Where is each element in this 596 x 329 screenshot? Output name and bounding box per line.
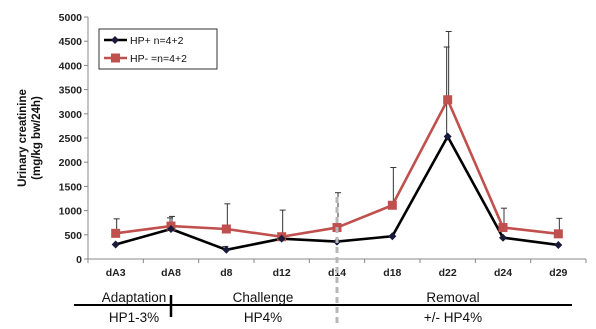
data-point-hp-plus [277, 234, 286, 243]
y-tick-label: 3500 [59, 85, 83, 97]
legend-label-hp-plus: HP+ n=4+2 [130, 35, 184, 47]
x-tick-label: d22 [439, 267, 457, 279]
legend-swatch-marker-hp-minus [111, 53, 120, 63]
y-tick-label: 500 [64, 230, 82, 242]
y-axis-label-line: (mg/kg bw/24h) [31, 96, 43, 180]
y-tick-label: 2500 [59, 133, 83, 145]
data-point-hp-plus [443, 132, 452, 141]
y-tick-label: 2000 [59, 157, 83, 169]
y-tick-label: 0 [76, 254, 82, 266]
phase-name: Removal [426, 290, 479, 305]
y-tick-label: 4000 [59, 60, 83, 72]
data-point-hp-plus [388, 232, 397, 241]
data-point-hp-minus [443, 95, 453, 105]
x-tick-label: dA3 [106, 267, 126, 279]
y-tick-label: 5000 [59, 12, 83, 24]
data-point-hp-plus [167, 224, 175, 233]
axes: 0 500 1000 1500 2000 2500 3000 3500 4000 4500 5000… [17, 12, 587, 279]
x-tick-label: d8 [220, 267, 232, 279]
phase-diet: HP4% [244, 310, 282, 325]
data-point-hp-minus [553, 229, 563, 239]
legend: HP+ n=4+2 HP- =n=4+2 [98, 28, 218, 70]
data-point-hp-minus [111, 228, 121, 238]
data-point-hp-minus [221, 224, 231, 234]
legend-label-hp-minus: HP- =n=4+2 [130, 53, 187, 65]
phase-diet: +/- HP4% [424, 310, 482, 325]
phase-timeline: Adaptation HP1-3% Challenge HP4% Removal +/- … [74, 290, 572, 325]
x-tick-label: d29 [549, 267, 567, 279]
y-axis-label: Urinary creatinine (mg/kg bw/24h) [17, 89, 43, 187]
data-point-hp-minus [498, 223, 508, 233]
data-point-hp-plus [222, 245, 231, 254]
y-tick-label: 3000 [59, 109, 83, 121]
data-point-hp-plus [499, 233, 507, 242]
phase-name: Adaptation [102, 290, 167, 305]
x-tick-label: d18 [383, 267, 401, 279]
data-point-hp-plus [111, 240, 120, 249]
y-tick-label: 4500 [59, 36, 83, 48]
phase-diet: HP1-3% [109, 310, 159, 325]
data-point-hp-minus [387, 200, 397, 210]
legend-swatch-marker-hp-plus [111, 36, 119, 44]
data-point-hp-plus [554, 240, 563, 249]
y-tick-label: 1000 [59, 206, 83, 218]
x-tick-label: dA8 [161, 267, 181, 279]
x-tick-label: d24 [494, 267, 512, 279]
x-tick-label: d12 [273, 267, 291, 279]
phase-name: Challenge [233, 290, 294, 305]
y-tick-label: 1500 [59, 181, 83, 193]
y-axis-label-line: Urinary creatinine [17, 89, 29, 187]
